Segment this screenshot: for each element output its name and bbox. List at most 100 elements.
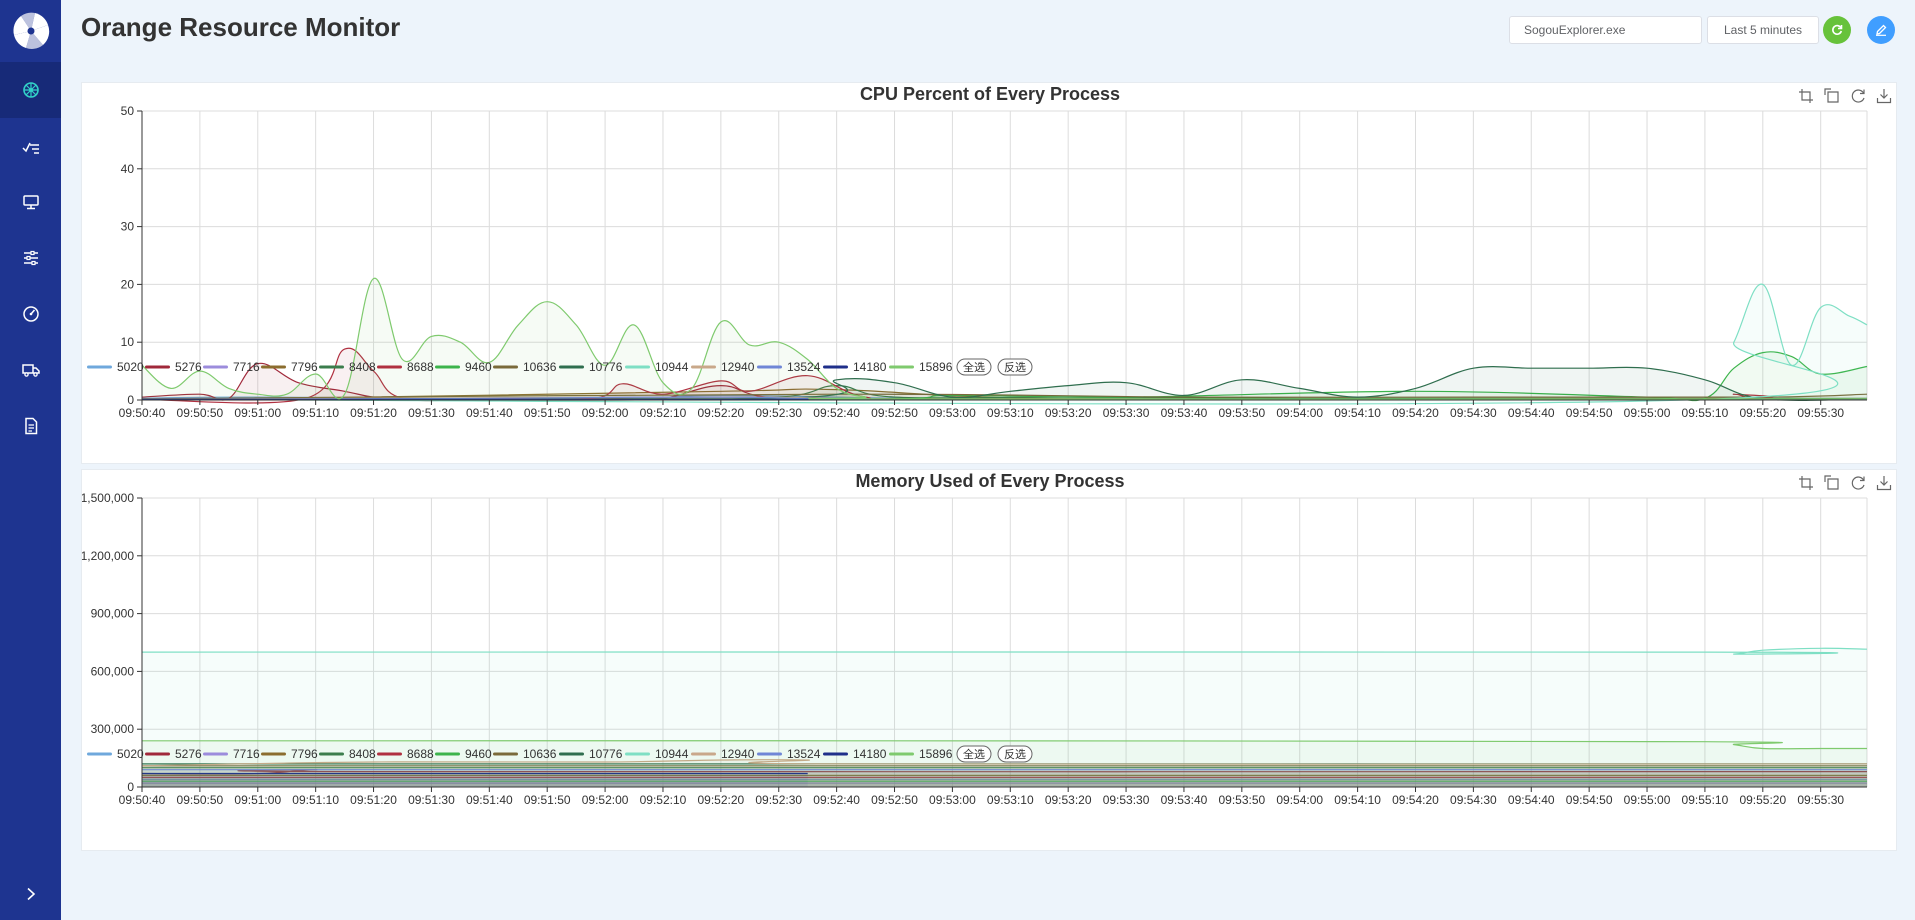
legend-item-7716[interactable]: 7716	[203, 747, 260, 761]
sidebar-item-charts[interactable]	[0, 118, 61, 174]
sidebar-collapse-button[interactable]	[0, 874, 61, 914]
legend-item-9460[interactable]: 9460	[435, 360, 492, 374]
save-image-icon[interactable]	[1876, 476, 1892, 491]
save-image-icon[interactable]	[1876, 89, 1892, 104]
chart-legend: 5020 5276 7716 7796 8408 8688 9460 10636 10776 10…	[87, 358, 1033, 376]
x-tick-label: 09:54:30	[1450, 793, 1497, 807]
legend-item-8408[interactable]: 8408	[319, 747, 376, 761]
sidebar-item-dashboard[interactable]	[0, 62, 61, 118]
legend-item-8688[interactable]: 8688	[377, 360, 434, 374]
chart-series	[141, 647, 1868, 787]
refresh-button[interactable]	[1823, 16, 1851, 44]
x-tick-label: 09:53:30	[1103, 793, 1150, 807]
legend-item-15896[interactable]: 15896	[889, 360, 953, 374]
x-tick-label: 09:54:10	[1334, 406, 1381, 420]
legend-item-5276[interactable]: 5276	[145, 747, 202, 761]
restore-icon[interactable]	[1851, 476, 1865, 490]
legend-label: 8688	[407, 360, 434, 374]
legend-item-15896[interactable]: 15896	[889, 747, 953, 761]
x-tick-label: 09:50:40	[119, 406, 166, 420]
sidebar-item-settings[interactable]	[0, 230, 61, 286]
series-area-8688	[142, 777, 1867, 787]
legend-item-9460[interactable]: 9460	[435, 747, 492, 761]
legend-item-5020[interactable]: 5020	[87, 747, 144, 761]
legend-swatch	[87, 752, 112, 756]
zoom-reset-icon[interactable]	[1824, 475, 1839, 490]
legend-label: 7716	[233, 360, 260, 374]
legend-button-label: 全选	[963, 360, 985, 374]
x-tick-label: 09:53:00	[929, 793, 976, 807]
legend-item-8688[interactable]: 8688	[377, 747, 434, 761]
legend-label: 10944	[655, 747, 689, 761]
legend-item-10776[interactable]: 10776	[559, 747, 623, 761]
series-line-15896	[141, 277, 1868, 400]
process-name-input[interactable]	[1509, 16, 1702, 44]
legend-swatch	[559, 752, 584, 756]
x-tick-label: 09:52:00	[582, 793, 629, 807]
sidebar-item-delivery[interactable]	[0, 342, 61, 398]
x-tick-label: 09:54:20	[1392, 793, 1439, 807]
series-line-10944	[141, 647, 1868, 655]
legend-select-all-button[interactable]: 全选	[956, 358, 992, 376]
memory-chart: Memory Used of Every Process 0 300,000 600,…	[82, 471, 1892, 807]
sidebar-item-logs[interactable]	[0, 398, 61, 454]
y-tick-label: 1,200,000	[82, 549, 134, 563]
legend-item-10776[interactable]: 10776	[559, 360, 623, 374]
legend-item-14180[interactable]: 14180	[823, 747, 887, 761]
legend-item-7716[interactable]: 7716	[203, 360, 260, 374]
legend-item-7796[interactable]: 7796	[261, 360, 318, 374]
series-area-12940	[142, 759, 1867, 787]
legend-item-12940[interactable]: 12940	[691, 360, 755, 374]
legend-swatch	[559, 365, 584, 369]
legend-swatch	[87, 365, 112, 369]
series-line-10944	[141, 283, 1868, 405]
legend-invert-button[interactable]: 反选	[997, 745, 1033, 763]
legend-invert-button[interactable]: 反选	[997, 358, 1033, 376]
x-tick-label: 09:53:10	[987, 406, 1034, 420]
legend-item-10944[interactable]: 10944	[625, 360, 689, 374]
legend-item-10636[interactable]: 10636	[493, 747, 557, 761]
chart-toolbox	[1799, 88, 1892, 104]
x-tick-label: 09:50:40	[119, 793, 166, 807]
edit-button[interactable]	[1867, 16, 1895, 44]
legend-item-14180[interactable]: 14180	[823, 360, 887, 374]
legend-label: 13524	[787, 360, 821, 374]
legend-item-7796[interactable]: 7796	[261, 747, 318, 761]
legend-item-5020[interactable]: 5020	[87, 360, 144, 374]
zoom-icon[interactable]	[1799, 89, 1813, 103]
legend-select-all-button[interactable]: 全选	[956, 745, 992, 763]
legend-swatch	[625, 365, 650, 369]
chart-grid	[141, 497, 1868, 788]
chart-trend-icon	[21, 142, 39, 154]
x-tick-label: 09:55:30	[1797, 406, 1844, 420]
chart-toolbox	[1799, 475, 1892, 491]
x-tick-label: 09:52:10	[640, 793, 687, 807]
x-tick-label: 09:54:50	[1566, 406, 1613, 420]
y-tick-label: 600,000	[91, 664, 135, 678]
x-tick-label: 09:54:10	[1334, 793, 1381, 807]
y-tick-label: 300,000	[91, 722, 135, 736]
x-tick-label: 09:53:50	[1218, 793, 1265, 807]
restore-icon[interactable]	[1851, 89, 1865, 103]
sidebar-item-performance[interactable]	[0, 286, 61, 342]
time-range-button[interactable]: Last 5 minutes	[1707, 16, 1819, 44]
zoom-reset-icon[interactable]	[1824, 88, 1839, 103]
legend-item-13524[interactable]: 13524	[757, 747, 821, 761]
sidebar-item-monitor[interactable]	[0, 174, 61, 230]
x-tick-label: 09:51:40	[466, 406, 513, 420]
legend-label: 13524	[787, 747, 821, 761]
legend-swatch	[377, 365, 402, 369]
x-tick-label: 09:55:10	[1682, 406, 1729, 420]
x-tick-label: 09:51:00	[234, 406, 281, 420]
legend-label: 7796	[291, 360, 318, 374]
legend-item-10944[interactable]: 10944	[625, 747, 689, 761]
legend-item-13524[interactable]: 13524	[757, 360, 821, 374]
legend-item-10636[interactable]: 10636	[493, 360, 557, 374]
legend-swatch	[823, 365, 848, 369]
legend-item-8408[interactable]: 8408	[319, 360, 376, 374]
legend-item-12940[interactable]: 12940	[691, 747, 755, 761]
legend-swatch	[823, 752, 848, 756]
legend-label: 7796	[291, 747, 318, 761]
legend-item-5276[interactable]: 5276	[145, 360, 202, 374]
zoom-icon[interactable]	[1799, 476, 1813, 490]
